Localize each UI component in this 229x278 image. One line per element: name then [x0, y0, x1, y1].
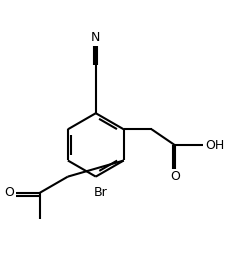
Text: Br: Br [93, 186, 107, 199]
Text: OH: OH [204, 139, 224, 152]
Text: O: O [170, 170, 180, 183]
Text: O: O [4, 186, 14, 199]
Text: N: N [91, 31, 100, 44]
